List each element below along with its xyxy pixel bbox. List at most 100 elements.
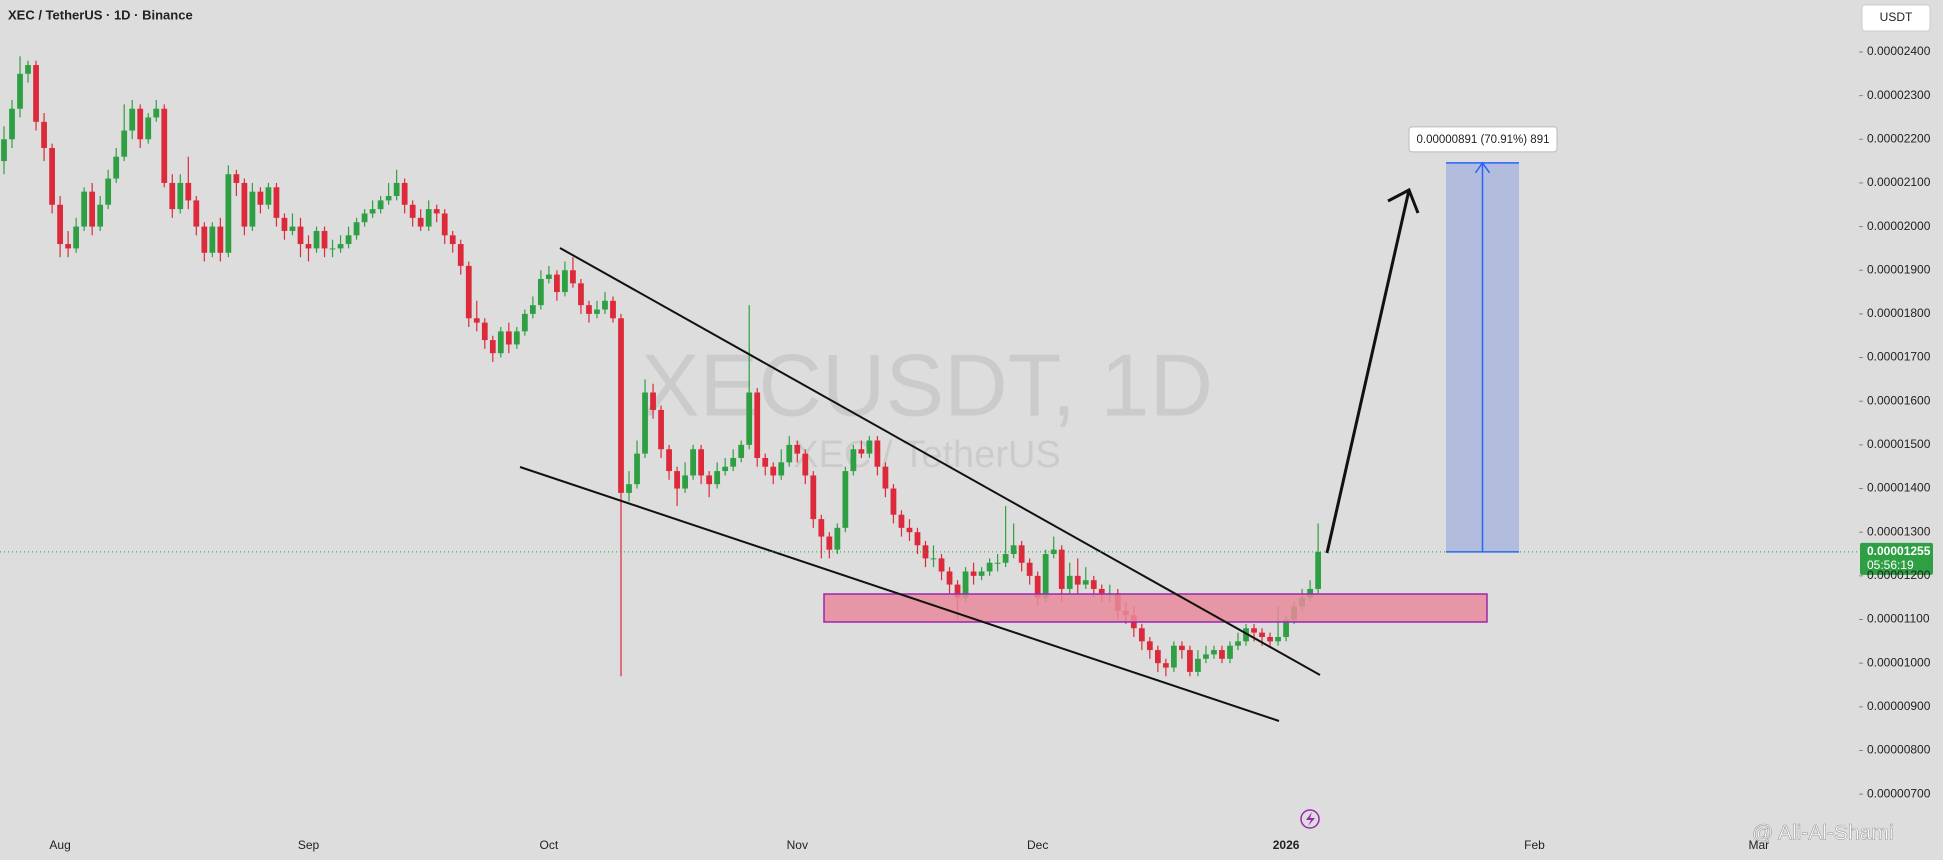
candle-body — [1058, 549, 1065, 589]
y-tick-label: 0.00000900 — [1867, 699, 1931, 713]
overlay: 0.00000891 (70.91%) 891 0.0000125505:56:1… — [0, 126, 1933, 575]
candle-body — [81, 191, 88, 227]
candle-body — [337, 244, 344, 249]
candle-body — [786, 444, 793, 463]
candle-body — [17, 73, 23, 109]
candle-body — [433, 209, 440, 214]
candle-body — [834, 527, 841, 550]
candle-body — [714, 471, 721, 485]
candle-body — [9, 108, 15, 140]
candle-body — [1171, 645, 1177, 668]
candle-body — [209, 226, 216, 253]
candle-body — [610, 300, 616, 319]
candle-body — [682, 475, 688, 489]
candle-body — [257, 191, 264, 205]
y-tick-label: 0.00001500 — [1867, 437, 1931, 451]
candle-body — [33, 65, 39, 122]
candle-body — [570, 270, 576, 284]
candle-body — [874, 440, 881, 467]
candle-body — [313, 230, 320, 249]
candle-body — [1138, 628, 1145, 642]
candle-body — [393, 182, 400, 197]
candle-body — [866, 440, 873, 454]
candle-body — [1002, 554, 1009, 563]
projection-label-box — [1408, 126, 1558, 153]
event-icon[interactable] — [1300, 809, 1320, 829]
candle-body — [265, 187, 272, 205]
candle-body — [417, 217, 424, 227]
candle-body — [73, 226, 80, 249]
candle-body — [586, 305, 592, 314]
candle-body — [217, 226, 224, 253]
candle-body — [305, 244, 312, 249]
candle-body — [986, 562, 993, 572]
candle-body — [129, 108, 136, 131]
currency-label[interactable]: USDT — [1880, 10, 1913, 24]
candle-body — [850, 449, 857, 472]
candle-body — [938, 558, 945, 572]
candle-body — [329, 248, 336, 250]
last-price-tag — [1860, 542, 1933, 575]
arrow-shaft — [1325, 189, 1411, 554]
candle-body — [1162, 663, 1169, 668]
candle-body — [1195, 658, 1201, 672]
y-tick-label: 0.00001700 — [1867, 350, 1931, 364]
candle-body — [698, 449, 705, 476]
candle-body — [1243, 628, 1249, 642]
candle-body — [177, 182, 184, 210]
candles — [1, 56, 1322, 677]
candle-body — [1227, 645, 1233, 659]
candle-body — [89, 191, 96, 227]
candle-body — [169, 182, 176, 210]
candle-body — [49, 148, 55, 205]
candle-body — [273, 187, 280, 218]
candle-body — [441, 213, 448, 236]
candle-body — [1315, 551, 1322, 589]
candle-body — [642, 392, 648, 454]
y-tick-label: 0.00001600 — [1867, 393, 1931, 407]
y-tick-label: 0.00002200 — [1867, 131, 1931, 145]
candle-body — [1082, 580, 1089, 585]
candle-body — [730, 457, 737, 467]
candle-body — [1275, 636, 1281, 642]
candle-body — [762, 457, 769, 467]
candle-body — [1042, 554, 1049, 598]
candle-body — [1018, 545, 1025, 563]
support-zone — [823, 593, 1488, 623]
event-icon-bolt — [1306, 812, 1315, 826]
candle-body — [562, 270, 568, 293]
y-tick-label: 0.00002300 — [1867, 88, 1931, 102]
candle-body — [1066, 575, 1073, 589]
candle-body — [137, 108, 144, 140]
candle-body — [241, 182, 248, 227]
candle-body — [537, 278, 544, 306]
candle-body — [425, 209, 432, 227]
candle-body — [121, 130, 128, 157]
candle-body — [161, 108, 168, 183]
countdown: 05:56:19 — [1867, 558, 1914, 572]
candle-body — [898, 514, 905, 528]
candle-body — [954, 584, 961, 598]
candle-body — [890, 488, 897, 515]
candle-body — [946, 571, 953, 585]
candle-body — [858, 449, 865, 454]
candle-body — [826, 536, 833, 550]
currency-button[interactable] — [1861, 4, 1931, 32]
candle-body — [962, 571, 969, 598]
candle-body — [882, 466, 889, 489]
y-tick-label: 0.00002400 — [1867, 44, 1931, 58]
candle-body — [770, 466, 777, 476]
candle-body — [529, 305, 536, 314]
y-tick-label: 0.00000800 — [1867, 743, 1931, 757]
candle-body — [746, 392, 753, 445]
y-tick-label: 0.00001100 — [1867, 612, 1930, 626]
y-tick-label: 0.00001300 — [1867, 524, 1931, 538]
candle-body — [449, 235, 456, 245]
candle-body — [465, 265, 472, 319]
candle-body — [738, 444, 745, 458]
candle-body — [1074, 575, 1081, 585]
candle-body — [1098, 588, 1105, 594]
